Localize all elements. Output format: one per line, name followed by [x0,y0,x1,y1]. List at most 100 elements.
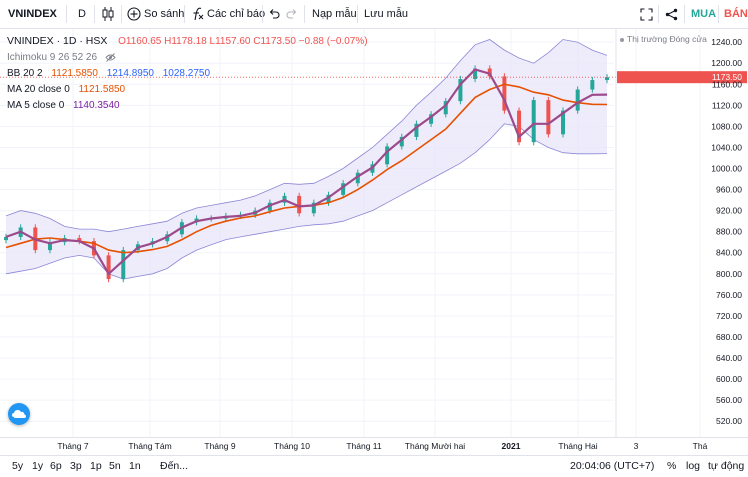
time-axis[interactable]: Tháng 7 Tháng Tám Tháng 9 Tháng 10 Tháng 11 T… [0,437,748,452]
legend-bb-label: BB 20 2 [7,68,43,79]
function-icon [193,7,204,21]
x-tick-label: Tháng 10 [274,441,310,451]
range-button-5y[interactable]: 5y [12,460,24,472]
x-tick-label: Tháng 11 [346,441,382,451]
candle-body [575,89,580,111]
candle [517,107,522,146]
candle [443,97,448,118]
y-tick-label: 1200.00 [711,58,742,68]
legend-ichimoku-label: Ichimoku 9 26 52 26 [7,52,98,63]
compare-button[interactable]: So sánh [127,0,184,28]
candle [502,73,507,114]
legend-bb-row[interactable]: BB 20 2 1121.5850 1214.8950 1028.2750 [7,66,368,82]
candle [605,74,609,84]
bollinger-upper-line [5,39,608,233]
tradingview-logo-badge[interactable] [8,403,30,425]
toolbar-divider [684,5,685,23]
y-tick-label: 880.00 [716,227,742,237]
x-tick-label: Tháng Tám [128,441,171,451]
x-tick-label: Tháng Hai [558,441,597,451]
legend-ma5-label: MA 5 close 0 [7,100,65,111]
toolbar-divider [184,5,185,23]
x-tick-label: Tháng 9 [204,441,235,451]
last-price-line: 1173.50 [0,71,747,84]
buy-button[interactable]: MUA [691,8,717,20]
interval-button[interactable]: D [78,8,86,20]
range-button-1y[interactable]: 1y [32,460,44,472]
goto-date-button[interactable]: Đến... [160,460,189,472]
market-closed-dot-icon [620,37,624,42]
legend-bb-lower: 1028.2750 [162,68,211,79]
chart-type-button[interactable] [100,0,116,28]
range-button-1p[interactable]: 1p [90,460,102,472]
candle-body [4,236,8,241]
y-tick-label: 920.00 [716,206,742,216]
range-button-1n[interactable]: 1n [129,460,141,472]
legend-ohlc: O1160.65 H1178.18 L1157.60 C1173.50 −0.8… [118,36,368,47]
undo-button[interactable] [267,0,281,28]
toolbar-divider [658,5,659,23]
x-tick-label: Thá [693,441,708,451]
symbol-search-button[interactable]: VNINDEX [8,8,57,20]
legend-ma20-row[interactable]: MA 20 close 0 1121.5850 [7,82,368,98]
candle [473,65,478,83]
legend-ma5-row[interactable]: MA 5 close 0 1140.3540 [7,98,368,114]
candle-body [590,80,595,90]
indicators-button[interactable]: Các chỉ báo [190,0,265,28]
candle-body [47,242,52,251]
legend-ma5-value: 1140.3540 [73,100,120,111]
legend-bb-upper: 1214.8950 [106,68,154,79]
fullscreen-button[interactable] [638,0,654,28]
y-tick-label: 1040.00 [711,142,742,152]
toolbar-divider [66,5,67,23]
price-chart[interactable]: 1173.50 1240.00 1200.00 1160.00 1120.00 1080… [0,29,748,455]
moving-averages [5,68,608,276]
y-tick-label: 600.00 [716,374,742,384]
grid [0,29,701,437]
eye-hidden-icon[interactable] [105,53,116,62]
last-price-label: 1173.50 [712,72,742,82]
y-tick-label: 960.00 [716,185,742,195]
chart-area[interactable]: 1173.50 1240.00 1200.00 1160.00 1120.00 1080… [0,29,748,455]
log-scale-toggle[interactable]: log [686,460,701,472]
legend-main-row: VNINDEX · 1D · HSX O1160.65 H1178.18 L11… [7,33,368,50]
legend-symbol-title: VNINDEX · 1D · HSX [7,35,108,47]
candle [106,252,111,283]
save-template-button[interactable]: Lưu mẫu [364,8,409,20]
cloud-logo-icon [12,410,26,418]
candle [4,233,8,244]
candle-body [297,195,302,214]
y-tick-label: 1120.00 [712,100,742,110]
timezone-clock[interactable]: 20:04:06 (UTC+7) [570,460,655,472]
candle [341,180,346,198]
fullscreen-icon [639,8,653,21]
candles [4,65,609,283]
candle-body [399,136,404,147]
percent-scale-toggle[interactable]: % [667,460,677,472]
candle [311,199,316,217]
price-axis[interactable]: 1240.00 1200.00 1160.00 1120.00 1080.00 1040.… [615,29,742,437]
candle-body [326,194,331,203]
range-button-3p[interactable]: 3p [70,460,82,472]
x-tick-label: 3 [634,441,639,451]
last-price-tag [617,71,747,84]
candle-body [267,202,272,211]
legend-bb-basis: 1121.5850 [51,68,98,79]
range-button-5n[interactable]: 5n [109,460,121,472]
y-tick-label: 1240.00 [711,37,742,47]
y-tick-label: 760.00 [716,290,742,300]
top-toolbar: VNINDEX D So sánh Các chỉ báo [0,0,748,29]
y-tick-label: 840.00 [716,248,742,258]
auto-scale-toggle[interactable]: tự động [708,460,745,472]
range-button-6p[interactable]: 6p [50,460,62,472]
sell-button[interactable]: BÁN [724,8,748,20]
share-button[interactable] [663,0,679,28]
legend-ichimoku-row[interactable]: Ichimoku 9 26 52 26 [7,50,368,66]
load-template-button[interactable]: Nạp mẫu [312,8,357,20]
candle-body [605,77,609,81]
candle-body [77,238,82,242]
toolbar-divider [718,5,719,23]
candle-body [414,123,419,137]
redo-button[interactable] [285,0,299,28]
candle [429,111,434,127]
